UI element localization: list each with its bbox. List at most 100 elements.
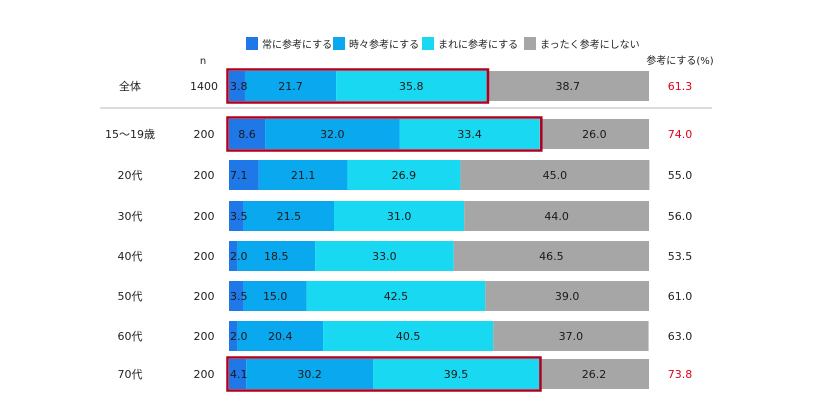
bar-segment [486, 71, 649, 101]
bar-segment [323, 321, 494, 351]
row-n: 200 [194, 250, 215, 263]
data-label: 37.0 [559, 330, 584, 343]
row-label: 15～19歳 [105, 128, 155, 141]
bar-segment [460, 160, 650, 190]
data-label: 26.2 [582, 368, 607, 381]
row-label: 30代 [118, 210, 143, 223]
data-label: 21.7 [278, 80, 303, 93]
data-label: 33.4 [457, 128, 482, 141]
bar-segment [229, 160, 259, 190]
bar-segment [246, 359, 374, 389]
legend-swatch-4 [524, 37, 536, 50]
bar-segment [306, 281, 486, 311]
bar-segment [334, 201, 465, 231]
legend-swatch-3 [422, 37, 434, 50]
row-total: 56.0 [668, 210, 693, 223]
row-n: 200 [194, 128, 215, 141]
legend-label-3: まれに参考にする [438, 38, 518, 51]
highlight-box [226, 356, 542, 392]
data-label: 21.5 [277, 210, 302, 223]
bar-segment [258, 160, 348, 190]
data-label: 39.0 [555, 290, 580, 303]
data-label: 44.0 [544, 210, 569, 223]
data-label: 3.5 [230, 210, 248, 223]
row-label: 20代 [118, 169, 143, 182]
row-total: 74.0 [668, 128, 693, 141]
bar-row: 60代 200 2.0 20.4 40.5 37.0 63.0 [118, 321, 693, 351]
row-label: 60代 [118, 330, 143, 343]
data-label: 40.5 [396, 330, 421, 343]
data-label: 26.9 [392, 169, 417, 182]
data-label: 26.0 [582, 128, 607, 141]
data-label: 20.4 [268, 330, 293, 343]
data-label: 8.6 [238, 128, 256, 141]
row-total: 73.8 [668, 368, 693, 381]
data-label: 2.0 [230, 330, 248, 343]
legend-label-4: まったく参考にしない [540, 38, 640, 51]
legend-swatch-2 [333, 37, 345, 50]
highlight-box [226, 68, 490, 104]
data-label: 35.8 [399, 80, 424, 93]
data-label: 18.5 [264, 250, 289, 263]
data-label: 30.2 [297, 368, 322, 381]
bar-segment [229, 119, 266, 149]
legend-swatch-1 [246, 37, 258, 50]
bar-segment [373, 359, 539, 389]
row-label: 40代 [118, 250, 143, 263]
data-label: 21.1 [291, 169, 316, 182]
data-label: 33.0 [372, 250, 397, 263]
bar-segment [347, 160, 461, 190]
legend-label-1: 常に参考にする [262, 38, 332, 51]
bar-segment [229, 71, 245, 101]
bar-row: 50代 200 3.5 15.0 42.5 39.0 61.0 [118, 281, 692, 311]
bar-segment [243, 281, 307, 311]
row-n: 1400 [190, 80, 218, 93]
bar-segment [265, 119, 400, 149]
bar-segment [229, 321, 238, 351]
data-label: 3.8 [230, 80, 248, 93]
row-n: 200 [194, 290, 215, 303]
bar-row: 70代 200 4.1 30.2 39.5 26.2 73.8 [118, 356, 693, 392]
data-label: 31.0 [387, 210, 412, 223]
bar-segment [244, 71, 337, 101]
bar-segment [229, 241, 238, 271]
bar-segment [493, 321, 649, 351]
data-label: 2.0 [230, 250, 248, 263]
bar-row: 20代 200 7.1 21.1 26.9 45.0 55.0 [118, 160, 693, 190]
bar-segment [464, 201, 649, 231]
row-total: 53.5 [668, 250, 693, 263]
data-label: 32.0 [320, 128, 345, 141]
row-total: 63.0 [668, 330, 693, 343]
bar-segment [243, 201, 334, 231]
bar-segment [229, 201, 244, 231]
row-label: 70代 [118, 368, 143, 381]
data-label: 4.1 [230, 368, 248, 381]
data-label: 38.7 [555, 80, 580, 93]
data-label: 39.5 [444, 368, 469, 381]
data-label: 7.1 [230, 169, 248, 182]
row-n: 200 [194, 210, 215, 223]
data-label: 45.0 [543, 169, 568, 182]
bar-segment [538, 359, 649, 389]
bar-row: 全体 1400 3.8 21.7 35.8 38.7 61.3 [119, 68, 693, 104]
row-total: 61.3 [668, 80, 693, 93]
bar-row: 40代 200 2.0 18.5 33.0 46.5 53.5 [118, 241, 693, 271]
chart-rows: 全体 1400 3.8 21.7 35.8 38.7 61.3 15～19歳 200 8.6 32.… [105, 68, 693, 392]
legend: 常に参考にする 時々参考にする まれに参考にする まったく参考にしない [246, 37, 640, 51]
bar-segment [315, 241, 454, 271]
row-n: 200 [194, 368, 215, 381]
bar-segment [229, 359, 247, 389]
data-label: 15.0 [263, 290, 288, 303]
bar-segment [336, 71, 487, 101]
row-total: 55.0 [668, 169, 693, 182]
data-label: 42.5 [384, 290, 409, 303]
legend-label-2: 時々参考にする [349, 38, 419, 51]
bar-segment [453, 241, 649, 271]
bar-segment [399, 119, 540, 149]
row-label: 全体 [119, 79, 141, 93]
bar-segment [485, 281, 649, 311]
highlight-box [226, 116, 543, 152]
bar-segment [237, 241, 316, 271]
bar-row: 30代 200 3.5 21.5 31.0 44.0 56.0 [118, 201, 693, 231]
